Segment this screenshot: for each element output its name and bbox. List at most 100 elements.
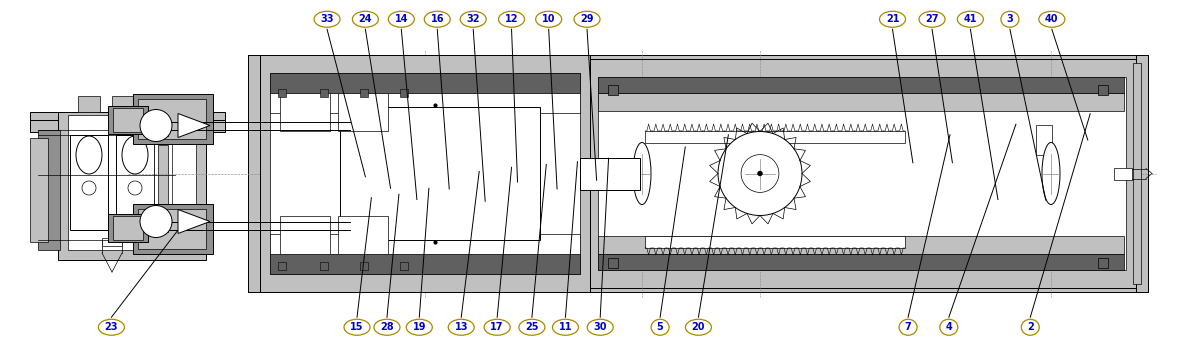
Text: 21: 21	[885, 14, 900, 24]
Text: 5: 5	[657, 322, 664, 332]
Bar	[598, 254, 1124, 270]
Circle shape	[140, 205, 173, 238]
Ellipse shape	[1021, 319, 1040, 335]
Ellipse shape	[484, 319, 510, 335]
Ellipse shape	[879, 11, 906, 27]
Text: 7: 7	[904, 322, 912, 332]
Bar	[102, 238, 122, 246]
Bar	[78, 96, 99, 112]
Bar	[338, 93, 388, 131]
Bar	[598, 77, 1126, 270]
Bar	[30, 138, 48, 242]
Bar	[589, 59, 1136, 288]
Ellipse shape	[460, 11, 486, 27]
Ellipse shape	[424, 11, 450, 27]
Ellipse shape	[957, 11, 984, 27]
Circle shape	[757, 171, 762, 176]
Bar	[338, 216, 388, 254]
Text: 4: 4	[945, 322, 952, 332]
Text: 29: 29	[580, 14, 594, 24]
Ellipse shape	[587, 319, 613, 335]
Circle shape	[140, 110, 173, 141]
Text: 24: 24	[358, 14, 373, 24]
Ellipse shape	[448, 319, 474, 335]
Text: 40: 40	[1045, 14, 1059, 24]
Bar	[270, 73, 580, 93]
Bar	[1099, 258, 1108, 268]
Ellipse shape	[314, 11, 340, 27]
Circle shape	[128, 181, 143, 195]
Bar	[1133, 63, 1140, 284]
Bar	[113, 107, 143, 132]
Ellipse shape	[898, 319, 918, 335]
Text: 25: 25	[525, 322, 539, 332]
Bar	[609, 258, 618, 268]
Bar	[1114, 168, 1132, 180]
Bar	[598, 236, 1124, 254]
Text: 23: 23	[104, 322, 119, 332]
Bar	[320, 89, 328, 97]
Bar	[320, 262, 328, 270]
Text: 13: 13	[454, 322, 468, 332]
Bar	[155, 127, 173, 245]
Text: 30: 30	[593, 322, 607, 332]
Ellipse shape	[685, 319, 712, 335]
Bar	[69, 135, 108, 230]
Bar	[270, 73, 580, 274]
Ellipse shape	[574, 11, 600, 27]
Ellipse shape	[651, 319, 670, 335]
Bar	[1099, 85, 1108, 95]
Text: 16: 16	[430, 14, 444, 24]
Ellipse shape	[344, 319, 370, 335]
Ellipse shape	[98, 319, 125, 335]
Ellipse shape	[406, 319, 432, 335]
Text: 19: 19	[412, 322, 426, 332]
Bar	[248, 55, 260, 292]
Bar	[598, 93, 1124, 111]
Text: 15: 15	[350, 322, 364, 332]
Text: 17: 17	[490, 322, 504, 332]
Text: 12: 12	[504, 14, 519, 24]
Ellipse shape	[388, 11, 415, 27]
Bar	[38, 130, 60, 250]
Bar	[248, 55, 1148, 292]
Bar	[133, 203, 213, 253]
Ellipse shape	[75, 136, 102, 174]
Bar	[361, 262, 368, 270]
Bar	[146, 116, 168, 135]
Bar	[260, 55, 589, 292]
Bar	[361, 89, 368, 97]
Ellipse shape	[519, 319, 545, 335]
Circle shape	[81, 181, 96, 195]
Bar	[68, 115, 196, 250]
Polygon shape	[179, 113, 210, 138]
Circle shape	[718, 132, 801, 216]
Bar	[609, 85, 618, 95]
Text: 27: 27	[925, 14, 939, 24]
Text: 20: 20	[691, 322, 706, 332]
Bar	[598, 77, 1124, 93]
Ellipse shape	[552, 319, 579, 335]
Ellipse shape	[352, 11, 379, 27]
Bar	[158, 145, 168, 230]
Bar	[280, 93, 329, 131]
Polygon shape	[179, 210, 210, 233]
Bar	[270, 234, 580, 254]
Text: 14: 14	[394, 14, 409, 24]
Bar	[146, 211, 168, 231]
Ellipse shape	[498, 11, 525, 27]
Ellipse shape	[1039, 11, 1065, 27]
Bar	[278, 89, 286, 97]
Ellipse shape	[1000, 11, 1019, 27]
Bar	[400, 89, 409, 97]
Bar	[58, 112, 206, 260]
Ellipse shape	[122, 136, 149, 174]
Bar	[645, 236, 904, 248]
Bar	[111, 96, 134, 112]
Bar	[400, 262, 409, 270]
Bar	[108, 105, 149, 133]
Ellipse shape	[1042, 142, 1060, 204]
Bar	[138, 209, 206, 248]
Bar	[1136, 55, 1148, 292]
Bar	[270, 93, 580, 113]
